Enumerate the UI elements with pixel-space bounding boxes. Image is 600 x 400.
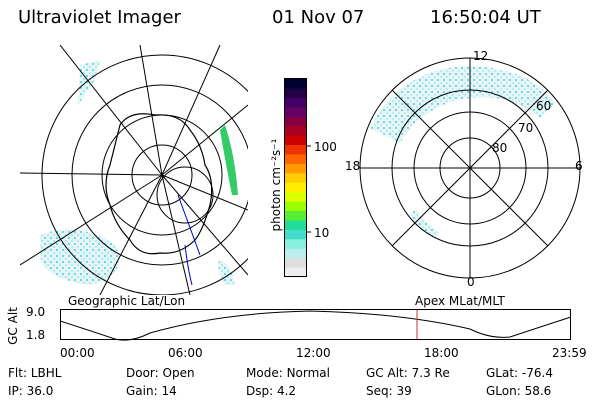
time-tick-2359: 23:59 bbox=[552, 346, 587, 360]
status-dsp: Dsp: 4.2 bbox=[246, 384, 297, 398]
time-tick-0000: 00:00 bbox=[60, 346, 95, 360]
status-seq: Seq: 39 bbox=[366, 384, 412, 398]
terminator-line bbox=[184, 244, 193, 286]
colorbar-stripe bbox=[285, 239, 306, 250]
projection-label-apex: Apex MLat/MLT bbox=[415, 294, 505, 308]
colorbar-stripe bbox=[285, 126, 306, 137]
lat-label-70: 70 bbox=[518, 121, 533, 135]
aurora-arc-right bbox=[220, 125, 238, 195]
colorbar-stripe bbox=[285, 182, 306, 193]
colorbar-stripe bbox=[285, 211, 306, 221]
projection-label-geographic: Geographic Lat/Lon bbox=[68, 294, 186, 308]
status-gc-alt: GC Alt: 7.3 Re bbox=[366, 366, 450, 380]
colorbar-label: photon cm⁻²s⁻¹ bbox=[269, 138, 283, 232]
colorbar-stripe bbox=[285, 258, 306, 269]
colorbar-stripe bbox=[285, 88, 306, 99]
date-label: 01 Nov 07 bbox=[272, 7, 365, 28]
mlt-label-12: 12 bbox=[473, 49, 488, 63]
polar-aurora-patch bbox=[410, 208, 440, 238]
colorbar-stripe bbox=[285, 145, 306, 155]
colorbar-stripe bbox=[285, 192, 306, 203]
status-glon: GLon: 58.6 bbox=[486, 384, 552, 398]
aurora-patch-left bbox=[40, 229, 120, 285]
colorbar-stripe bbox=[285, 107, 306, 118]
altitude-tick-1.8: 1.8 bbox=[26, 328, 46, 342]
polar-mlt-plot: 12 18 6 0 60 70 80 bbox=[345, 49, 583, 288]
altitude-tick-9: 9.0 bbox=[26, 305, 46, 319]
mlt-label-18: 18 bbox=[345, 159, 360, 173]
colorbar-stripe bbox=[285, 220, 306, 231]
colorbar-stripe bbox=[285, 248, 306, 259]
altitude-axis-label: GC Alt bbox=[5, 307, 20, 345]
geographic-map bbox=[20, 45, 248, 295]
lat-label-60: 60 bbox=[536, 99, 551, 113]
colorbar-tick-10: 10 bbox=[314, 226, 330, 240]
colorbar-tick-100: 100 bbox=[314, 140, 337, 154]
colorbar-stripe bbox=[285, 173, 306, 184]
status-door: Door: Open bbox=[126, 366, 195, 380]
status-mode: Mode: Normal bbox=[246, 366, 330, 380]
time-label: 16:50:04 UT bbox=[430, 7, 541, 28]
mlt-label-0: 0 bbox=[467, 275, 475, 288]
lat-label-80: 80 bbox=[492, 141, 507, 155]
status-glat: GLat: -76.4 bbox=[486, 366, 553, 380]
polar-aurora-arc bbox=[370, 66, 555, 143]
colorbar-stripe bbox=[285, 79, 306, 89]
colorbar bbox=[284, 78, 311, 278]
colorbar-stripe bbox=[285, 116, 306, 127]
colorbar-stripe bbox=[285, 163, 306, 174]
colorbar-stripe bbox=[285, 201, 306, 212]
time-tick-0600: 06:00 bbox=[168, 346, 203, 360]
altitude-chart bbox=[60, 309, 572, 341]
colorbar-stripe bbox=[285, 97, 306, 108]
time-tick-1800: 18:00 bbox=[424, 346, 459, 360]
mlt-label-6: 6 bbox=[575, 159, 583, 173]
time-tick-1200: 12:00 bbox=[296, 346, 331, 360]
status-gain: Gain: 14 bbox=[126, 384, 177, 398]
instrument-title: Ultraviolet Imager bbox=[18, 7, 181, 28]
colorbar-stripe bbox=[285, 229, 306, 240]
colorbar-stripe bbox=[285, 267, 306, 278]
colorbar-stripe bbox=[285, 154, 306, 165]
status-ip: IP: 36.0 bbox=[8, 384, 54, 398]
colorbar-stripe bbox=[285, 135, 306, 146]
status-flt: Flt: LBHL bbox=[8, 366, 62, 380]
altitude-curve bbox=[60, 310, 572, 341]
